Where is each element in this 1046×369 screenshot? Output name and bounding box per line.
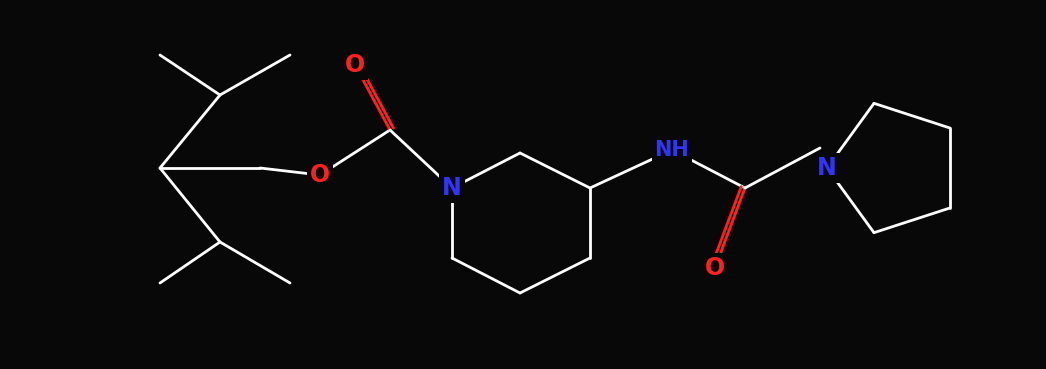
Text: N: N bbox=[817, 156, 837, 180]
Text: O: O bbox=[705, 256, 725, 280]
Text: N: N bbox=[442, 176, 462, 200]
Text: O: O bbox=[310, 163, 331, 187]
Text: NH: NH bbox=[655, 140, 689, 160]
Text: O: O bbox=[345, 53, 365, 77]
